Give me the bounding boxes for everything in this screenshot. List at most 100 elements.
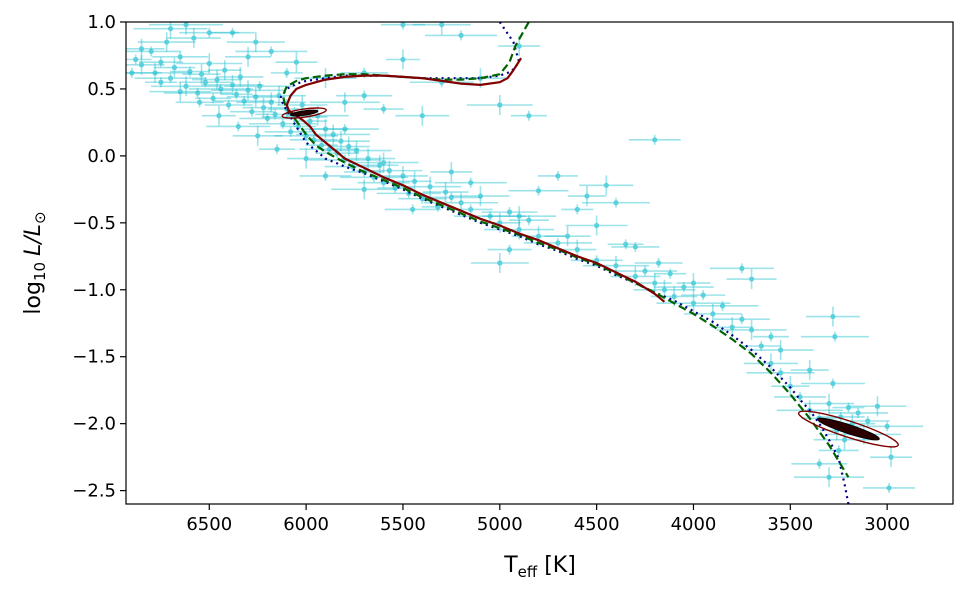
data-point xyxy=(430,161,473,182)
data-point xyxy=(790,360,829,381)
data-point xyxy=(607,239,644,250)
y-tick-label: 0.5 xyxy=(87,79,116,100)
data-point xyxy=(482,206,557,227)
x-tick-label: 3500 xyxy=(767,514,813,535)
model-track-solid xyxy=(285,57,666,303)
data-point xyxy=(226,32,285,53)
data-point xyxy=(195,93,232,104)
y-tick-label: −1.0 xyxy=(72,280,116,301)
data-point xyxy=(676,273,711,294)
data-point xyxy=(397,171,432,192)
data-point xyxy=(385,49,420,70)
y-tick-label: −2.5 xyxy=(72,481,116,502)
data-point xyxy=(848,396,907,417)
data-point xyxy=(747,340,814,361)
data-point xyxy=(235,46,308,57)
data-point xyxy=(804,393,855,414)
data-point xyxy=(311,131,370,152)
data-point xyxy=(331,179,398,200)
data-point xyxy=(336,90,393,101)
data-point xyxy=(399,176,462,197)
data-point xyxy=(169,66,210,77)
data-point xyxy=(634,258,683,268)
data-point xyxy=(579,175,634,196)
data-point xyxy=(182,64,221,85)
data-point xyxy=(214,95,275,106)
data-point xyxy=(523,237,592,248)
data-point xyxy=(201,105,236,126)
data-point xyxy=(561,204,594,215)
data-point xyxy=(270,67,303,78)
y-tick-label: 0.0 xyxy=(87,146,116,167)
x-axis-label-unit: [K] xyxy=(537,553,576,578)
data-point xyxy=(126,54,152,65)
data-point xyxy=(179,27,240,38)
data-point xyxy=(487,244,532,255)
data-point xyxy=(341,148,396,169)
data-point xyxy=(434,177,507,188)
data-point xyxy=(752,331,789,342)
data-point xyxy=(188,83,253,94)
data-point xyxy=(310,124,379,135)
y-axis-label-var: L/L xyxy=(21,224,46,256)
y-tick-label: −2.0 xyxy=(72,414,116,435)
data-point xyxy=(716,319,787,340)
data-point xyxy=(309,92,380,113)
data-point xyxy=(217,66,264,87)
data-point xyxy=(377,165,428,186)
data-point xyxy=(863,482,916,493)
data-point xyxy=(395,105,450,126)
data-point xyxy=(681,290,726,301)
data-point xyxy=(800,378,865,389)
data-point xyxy=(582,197,651,208)
data-point xyxy=(711,317,754,338)
data-point xyxy=(773,391,826,402)
y-axis-label-sub: 10 xyxy=(31,262,49,281)
data-point xyxy=(360,155,399,176)
data-point xyxy=(242,97,285,118)
data-point xyxy=(192,69,243,90)
y-tick-label: −1.5 xyxy=(72,347,116,368)
plot-frame xyxy=(125,21,954,505)
data-point xyxy=(327,136,370,157)
data-point xyxy=(637,273,672,294)
data-point xyxy=(151,76,222,97)
data-point xyxy=(201,74,264,95)
data-point xyxy=(179,77,232,88)
data-point xyxy=(481,207,538,218)
track-loop xyxy=(797,410,899,448)
data-point xyxy=(153,57,196,78)
data-point xyxy=(259,144,296,155)
x-axis-label-main: T xyxy=(503,553,518,578)
x-tick-label: 6500 xyxy=(186,514,232,535)
data-point xyxy=(845,415,890,426)
data-point xyxy=(296,124,371,145)
data-point xyxy=(287,148,326,169)
data-point xyxy=(709,263,774,274)
data-point xyxy=(384,204,441,215)
data-point xyxy=(454,211,527,222)
x-tick-label: 5000 xyxy=(477,514,523,535)
data-point xyxy=(537,170,578,181)
data-point xyxy=(299,170,352,181)
data-point xyxy=(138,57,183,68)
data-point xyxy=(226,86,285,107)
data-point xyxy=(380,22,425,30)
data-point xyxy=(176,53,243,74)
data-point xyxy=(126,67,162,78)
data-point xyxy=(425,30,498,41)
data-point xyxy=(794,467,865,488)
x-axis-label: Teff [K] xyxy=(503,553,576,581)
data-point xyxy=(144,77,177,88)
data-point xyxy=(567,186,606,207)
data-point xyxy=(633,279,696,300)
data-point xyxy=(149,81,212,102)
data-point xyxy=(686,300,759,311)
data-point xyxy=(204,100,253,111)
data-point xyxy=(508,185,569,196)
data-point xyxy=(610,266,661,287)
data-point xyxy=(422,182,469,203)
data-point xyxy=(800,331,869,342)
data-point xyxy=(466,95,533,116)
